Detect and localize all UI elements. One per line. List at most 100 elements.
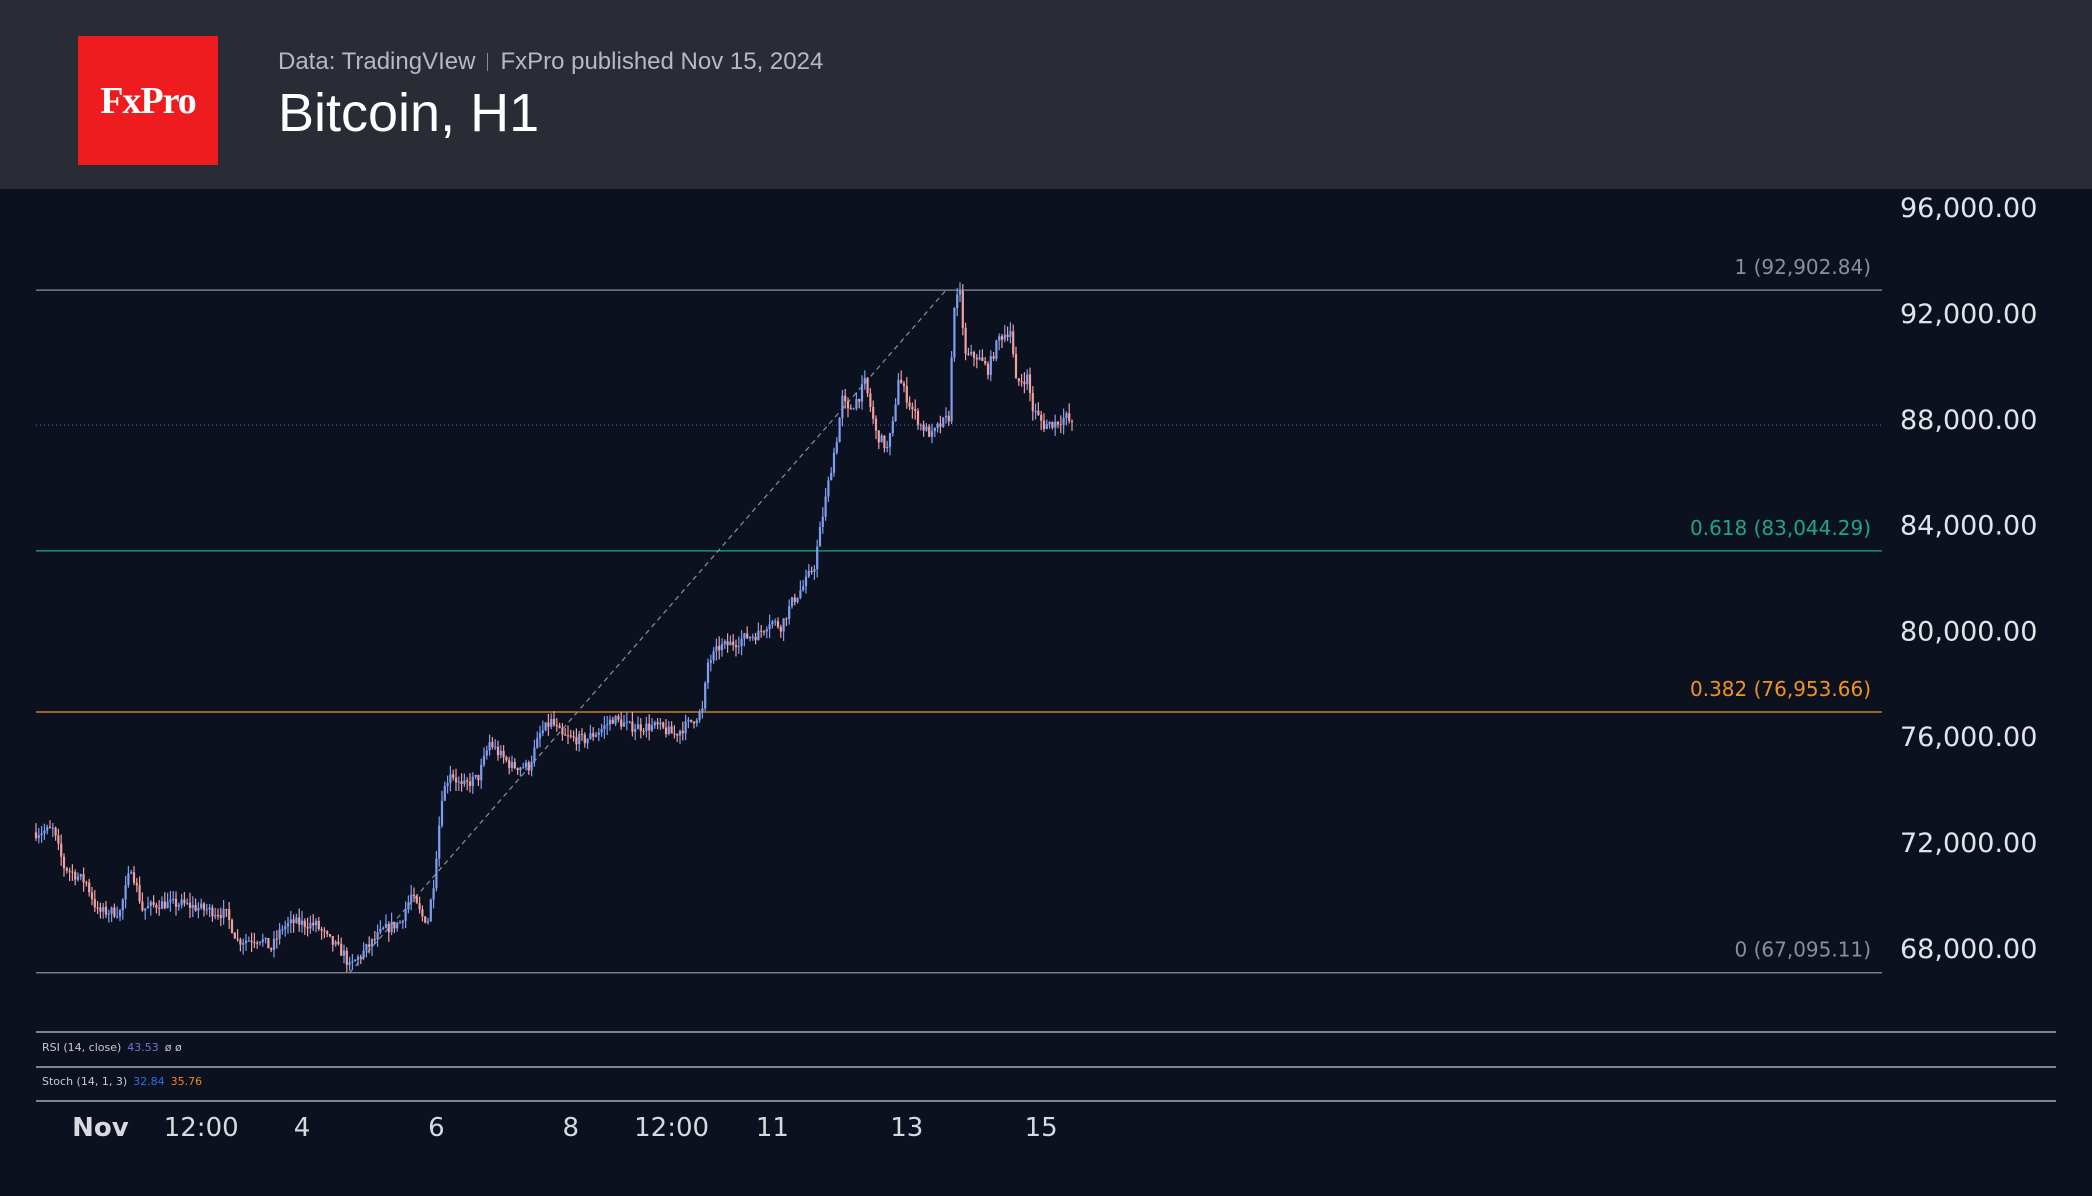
candle-body — [824, 496, 827, 517]
candle — [830, 467, 833, 481]
candle — [894, 398, 897, 422]
candle-body — [880, 435, 883, 443]
candle-body — [547, 722, 550, 727]
candle-body — [194, 905, 197, 911]
candle-body — [774, 621, 777, 623]
candle-body — [146, 905, 150, 909]
candle — [421, 905, 424, 922]
candle-body — [1065, 413, 1068, 418]
candle — [872, 400, 875, 424]
candle — [166, 892, 169, 909]
candle-body — [958, 290, 962, 295]
candle — [99, 902, 102, 919]
candle — [289, 910, 292, 934]
candle-body — [720, 644, 724, 651]
candle-body — [984, 361, 987, 364]
stoch-indicator-label[interactable]: Stoch (14, 1, 3) 32.84 35.76 — [42, 1075, 202, 1088]
candle — [438, 816, 441, 867]
candle-body — [684, 721, 687, 734]
candle — [678, 729, 682, 744]
candle-body — [163, 901, 166, 909]
candle-body — [519, 767, 522, 771]
candle-body — [298, 917, 301, 925]
x-tick-label: 15 — [1025, 1113, 1058, 1143]
x-tick-label: Nov — [72, 1113, 129, 1143]
candle-body — [272, 938, 276, 950]
candle — [547, 713, 550, 736]
candle-body — [939, 423, 942, 427]
candle — [401, 919, 404, 929]
candle — [827, 476, 830, 502]
fib-level-label: 1 (92,902.84) — [1735, 255, 1871, 279]
candle-body — [527, 762, 530, 771]
candle — [418, 896, 421, 914]
candle-body — [552, 718, 556, 725]
candle — [396, 921, 399, 932]
candle — [536, 731, 539, 749]
candle-body — [681, 730, 684, 734]
candle — [748, 636, 752, 642]
candle — [765, 626, 768, 639]
candle — [788, 599, 791, 625]
candle — [911, 402, 914, 419]
candle — [734, 639, 738, 657]
candle — [737, 636, 740, 654]
candle — [776, 617, 780, 629]
y-tick-label: 88,000.00 — [1900, 405, 2037, 436]
candle-body — [754, 636, 757, 641]
candle-body — [740, 638, 743, 647]
candle-body — [656, 722, 659, 725]
candle — [90, 887, 94, 906]
candle-body — [188, 902, 192, 908]
candle-body — [438, 825, 441, 859]
candle-body — [37, 835, 40, 838]
candle — [916, 408, 920, 430]
candle — [281, 925, 284, 935]
candle-body — [634, 729, 637, 732]
candle-body — [230, 919, 234, 933]
candle-body — [827, 480, 830, 497]
candle-body — [166, 901, 169, 909]
candle — [172, 891, 175, 904]
candle — [1042, 413, 1046, 433]
candle-body — [897, 379, 900, 405]
candle-body — [992, 356, 995, 359]
candle-body — [723, 641, 726, 645]
candle — [967, 347, 970, 356]
candle-body — [284, 926, 287, 930]
candle — [275, 930, 278, 949]
candle — [606, 716, 609, 736]
candle — [513, 758, 516, 770]
fib-level-label: 0.382 (76,953.66) — [1690, 677, 1871, 701]
candle — [900, 370, 903, 384]
candle — [813, 565, 816, 580]
candle — [709, 654, 712, 672]
candle-body — [1068, 413, 1071, 421]
candle-body — [362, 950, 365, 958]
candle — [779, 624, 782, 638]
candle-body — [491, 742, 494, 748]
price-chart[interactable]: 1 (92,902.84) 0.618 (83,044.29) 0.382 (76,… — [0, 189, 2092, 1196]
candle-body — [732, 641, 735, 646]
candle-body — [418, 903, 421, 910]
candle — [1045, 419, 1048, 430]
candle-body — [435, 858, 438, 889]
candle — [902, 380, 906, 393]
candle-body — [505, 757, 508, 761]
candle — [802, 579, 805, 592]
logo-text: FxPro — [100, 79, 197, 122]
candle — [258, 941, 262, 946]
candle-body — [466, 780, 469, 782]
candle — [499, 745, 502, 759]
candle-body — [916, 410, 920, 425]
candle-body — [838, 418, 841, 443]
rsi-indicator-label[interactable]: RSI (14, close) 43.53 ø ø — [42, 1041, 182, 1054]
candle-body — [734, 645, 738, 648]
candle-body — [57, 835, 60, 844]
candle-body — [258, 941, 262, 943]
candle — [37, 827, 40, 844]
candle-body — [541, 730, 544, 734]
candle — [578, 730, 581, 752]
candle — [443, 781, 446, 802]
candle — [368, 936, 371, 954]
